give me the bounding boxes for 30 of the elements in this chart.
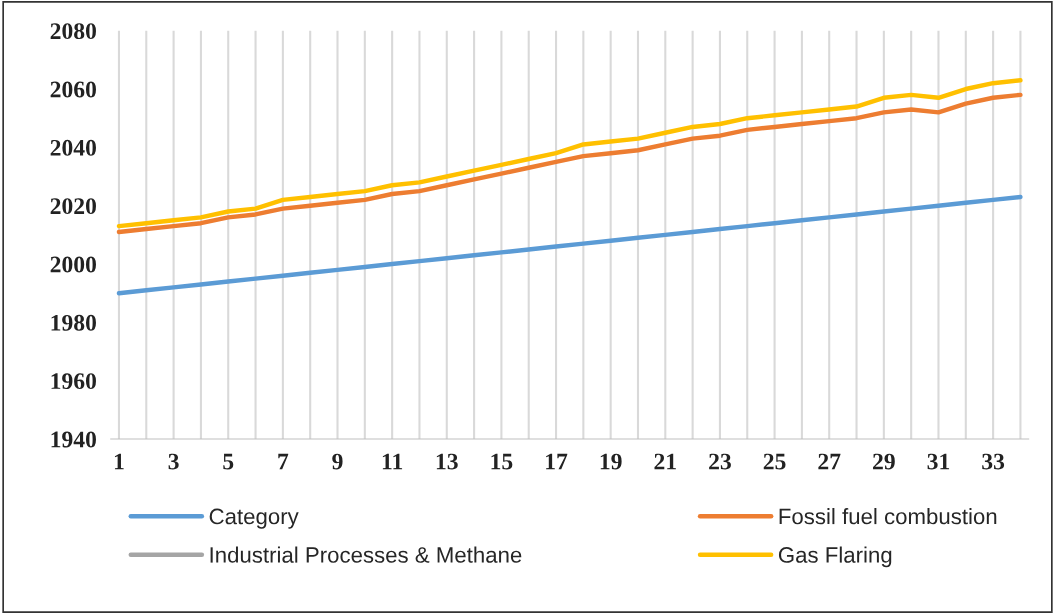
x-tick-label: 17: [546, 453, 568, 470]
x-tick-label: 9: [332, 453, 343, 470]
legend-label: Gas Flaring: [778, 546, 892, 568]
y-tick-label: 2000: [50, 256, 96, 273]
x-tick-label: 15: [491, 453, 513, 470]
x-tick-label: 23: [709, 453, 731, 470]
y-tick-label: 1980: [51, 314, 96, 331]
y-tick-label: 2060: [50, 81, 96, 98]
y-tick-label: 2040: [50, 139, 96, 156]
x-tick-label: 5: [223, 453, 234, 470]
x-tick-label: 7: [278, 453, 289, 470]
y-tick-label: 1940: [51, 431, 96, 448]
x-tick-label: 13: [436, 453, 458, 470]
legend-label: Category: [209, 508, 299, 529]
y-tick-label: 2080: [50, 23, 96, 40]
x-tick-label: 25: [763, 453, 786, 470]
x-tick-label: 27: [818, 453, 841, 470]
x-tick-label: 33: [982, 453, 1005, 470]
x-tick-label: 11: [382, 453, 403, 470]
y-tick-label: 1960: [51, 373, 96, 390]
x-tick-label: 29: [873, 453, 895, 470]
x-tick-label: 19: [600, 453, 622, 470]
y-tick-label: 2020: [50, 198, 96, 215]
line-series: [116, 194, 1023, 296]
x-tick-label: 31: [927, 453, 950, 470]
legend-label: Fossil fuel combustion: [779, 508, 997, 525]
legend-label: Industrial Processes & Methane: [210, 546, 522, 563]
x-tick-label: 3: [168, 453, 179, 470]
x-tick-label: 21: [654, 453, 676, 470]
x-tick-label: 1: [114, 453, 124, 470]
